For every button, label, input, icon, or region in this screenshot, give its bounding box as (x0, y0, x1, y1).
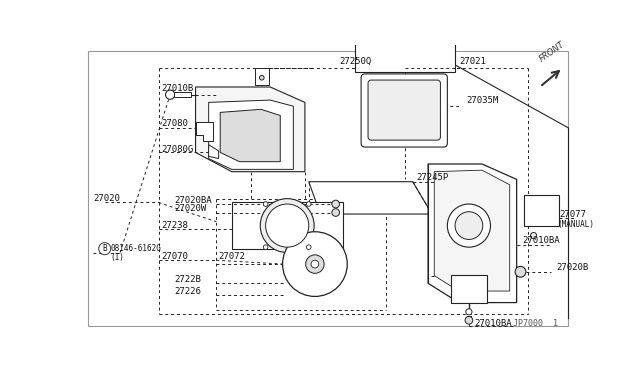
Bar (524, 195, 559, 225)
Circle shape (447, 204, 490, 247)
Text: JP7000  1: JP7000 1 (513, 319, 558, 328)
Circle shape (515, 266, 526, 277)
Circle shape (166, 90, 175, 99)
Text: 27010B: 27010B (162, 84, 194, 93)
Text: 27010BA: 27010BA (522, 237, 559, 246)
Circle shape (455, 212, 483, 240)
Polygon shape (209, 145, 219, 158)
Text: (1): (1) (111, 253, 125, 262)
Text: 27010BA: 27010BA (474, 319, 512, 328)
Text: 27020BA: 27020BA (174, 196, 212, 205)
Text: 27020: 27020 (93, 194, 120, 203)
Circle shape (260, 199, 314, 253)
Bar (174, 92, 191, 97)
Circle shape (263, 202, 268, 206)
Circle shape (531, 232, 537, 239)
Text: 27072: 27072 (219, 252, 246, 261)
Text: 27070: 27070 (162, 252, 189, 261)
Text: 2722B: 2722B (174, 275, 201, 284)
Polygon shape (428, 164, 516, 302)
Circle shape (266, 204, 308, 247)
Text: 27021: 27021 (459, 57, 486, 66)
Bar (451, 275, 486, 302)
Circle shape (332, 209, 340, 217)
Circle shape (283, 232, 348, 296)
Circle shape (332, 200, 340, 208)
Text: 27080: 27080 (162, 119, 189, 128)
Bar (255, 68, 269, 85)
Circle shape (465, 317, 473, 324)
Text: 27226: 27226 (174, 286, 201, 295)
Polygon shape (196, 122, 212, 141)
Text: 27250Q: 27250Q (340, 57, 372, 66)
Polygon shape (220, 109, 280, 162)
Text: FRONT: FRONT (538, 40, 567, 64)
Circle shape (306, 255, 324, 273)
Circle shape (307, 245, 311, 250)
Polygon shape (308, 182, 432, 214)
Text: 27080G: 27080G (162, 145, 194, 154)
Text: 27245P: 27245P (417, 173, 449, 182)
Circle shape (263, 245, 268, 250)
FancyBboxPatch shape (361, 74, 447, 147)
Polygon shape (232, 202, 344, 249)
Circle shape (466, 309, 472, 315)
Text: 27020W: 27020W (174, 204, 206, 213)
Polygon shape (209, 100, 293, 169)
Circle shape (307, 202, 311, 206)
Text: B: B (102, 244, 107, 253)
Circle shape (311, 260, 319, 268)
Text: 27238: 27238 (162, 221, 189, 230)
Text: 27020B: 27020B (556, 263, 588, 272)
Text: 27035M: 27035M (467, 96, 499, 105)
FancyBboxPatch shape (368, 80, 440, 140)
Bar (355, 0, 455, 71)
Text: (MANUAL): (MANUAL) (557, 219, 595, 228)
Text: 08146-6162G: 08146-6162G (111, 244, 162, 253)
Circle shape (259, 76, 264, 80)
Polygon shape (435, 170, 509, 291)
Polygon shape (196, 87, 305, 172)
Text: 27077: 27077 (559, 209, 586, 218)
